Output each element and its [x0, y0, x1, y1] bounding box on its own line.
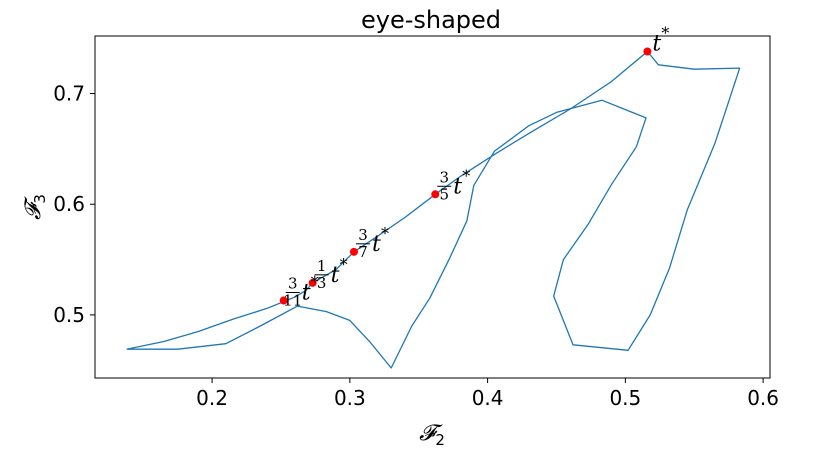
annotation-superscript: * [311, 273, 319, 292]
marker-annotation: 13 t * [314, 255, 348, 292]
annotation-numerator: 3 [288, 275, 298, 293]
y-tick-label: 0.6 [53, 192, 85, 216]
curve-layer [126, 50, 741, 369]
marker-annotation: 35 t * [437, 166, 470, 203]
annotation-superscript: * [661, 23, 669, 42]
marker-annotation: 311 t * [283, 273, 319, 310]
marker-layer: t *35 t *37 t *13 t *311 t * [279, 23, 669, 310]
annotation-denominator: 5 [439, 185, 449, 203]
plot-area-frame [94, 35, 771, 379]
annotation-superscript: * [381, 224, 389, 243]
marker-annotation: t * [652, 23, 669, 56]
x-tick-label: 0.2 [196, 386, 228, 410]
annotation-denominator: 7 [358, 243, 368, 261]
x-axis-label: 𝓕2 [419, 421, 445, 449]
marker-point [279, 296, 288, 305]
x-tick-label: 0.6 [747, 386, 779, 410]
annotation-denominator: 11 [283, 292, 302, 310]
x-axis: 0.2 0.3 0.4 0.5 0.6 [196, 378, 779, 410]
annotation-superscript: * [340, 255, 348, 274]
annotation-variable: t [302, 281, 311, 306]
y-axis-label: 𝓕3 [21, 194, 49, 220]
annotation-numerator: 3 [358, 226, 368, 244]
x-tick-label: 0.5 [609, 386, 641, 410]
annotation-variable: t [372, 232, 381, 257]
annotation-superscript: * [462, 166, 470, 185]
annotation-variable: t [331, 263, 340, 288]
marker-point [643, 47, 652, 56]
marker-point [431, 190, 440, 199]
chart-title: eye-shaped [361, 6, 501, 34]
annotation-numerator: 3 [439, 168, 449, 186]
y-axis-label-subscript: 3 [31, 194, 49, 204]
annotation-denominator: 3 [317, 274, 327, 292]
y-tick-label: 0.5 [53, 303, 85, 327]
y-axis: 0.5 0.6 0.7 [53, 82, 95, 327]
marker-point [308, 278, 317, 287]
x-tick-label: 0.4 [472, 386, 504, 410]
annotation-numerator: 1 [317, 257, 327, 275]
marker-annotation: 37 t * [355, 224, 389, 261]
marker-point [349, 247, 358, 256]
annotation-variable: t [453, 174, 462, 199]
y-tick-label: 0.7 [53, 82, 85, 106]
x-tick-label: 0.3 [334, 386, 366, 410]
annotation-variable: t [652, 31, 661, 56]
x-axis-label-subscript: 2 [435, 431, 445, 449]
trajectory-curve [126, 50, 741, 369]
